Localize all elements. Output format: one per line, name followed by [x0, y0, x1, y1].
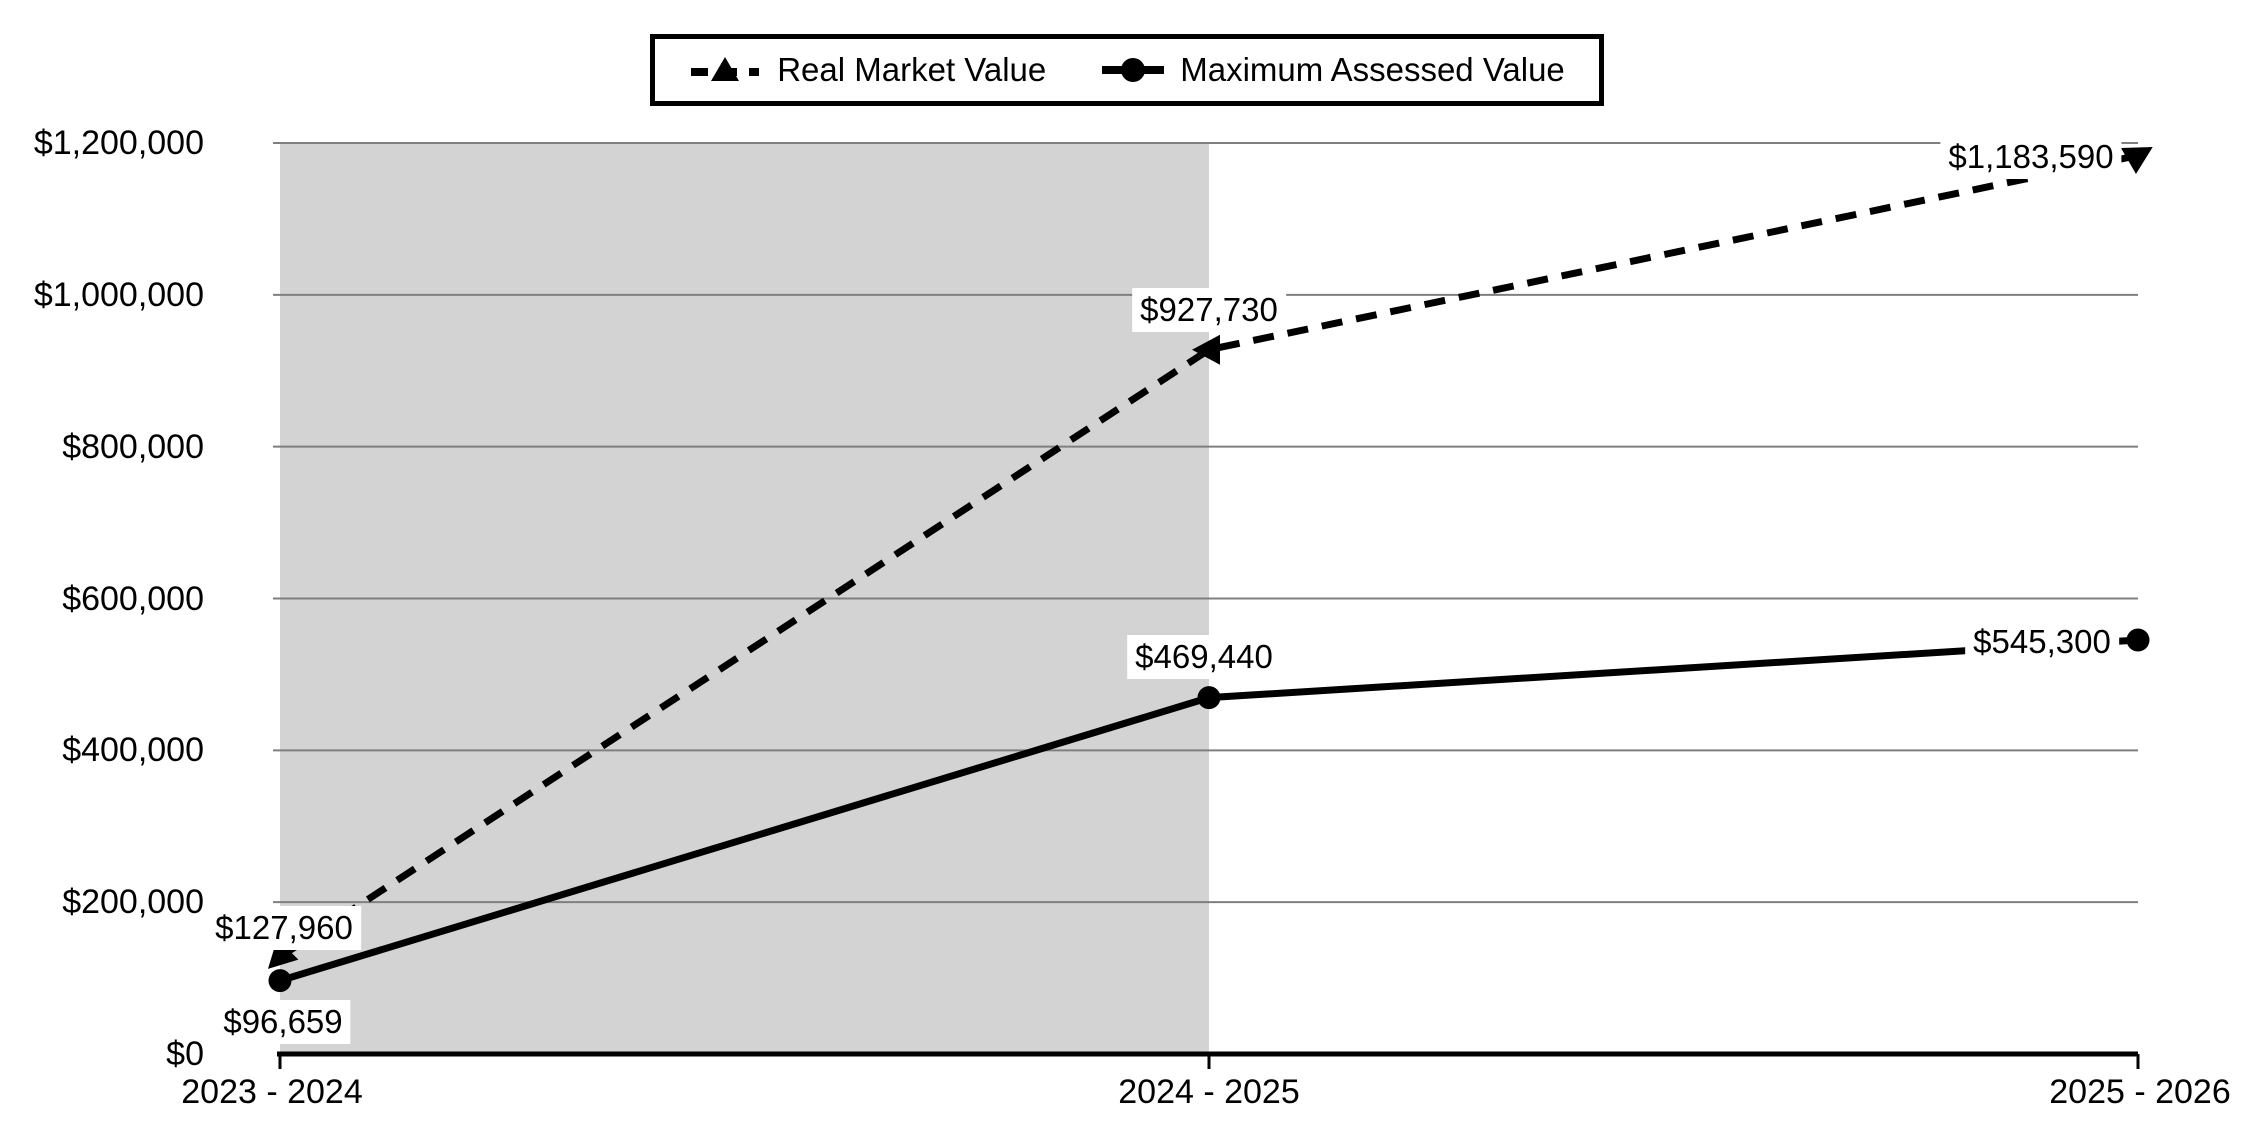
- data-label-rmv-2025: $1,183,590: [1940, 135, 2122, 179]
- y-tick-label-0: $0: [166, 1035, 204, 1073]
- triangle-marker: [1192, 334, 1220, 365]
- y-tick-label-800k: $800,000: [62, 428, 204, 466]
- legend-label-real-market-value: Real Market Value: [777, 51, 1047, 88]
- data-label-mav-2025: $545,300: [1965, 620, 2119, 664]
- y-tick-label-600k: $600,000: [62, 580, 204, 618]
- x-tick-label-2024-2025: 2024 - 2025: [1118, 1073, 1300, 1111]
- legend-label-maximum-assessed-value: Maximum Assessed Value: [1180, 51, 1565, 88]
- series-line-real-market-value: [278, 152, 2139, 960]
- legend-item-real-market-value: Real Market Value: [689, 51, 1046, 89]
- y-tick-label-200k: $200,000: [62, 883, 204, 921]
- data-label-rmv-2023: $127,960: [207, 906, 361, 950]
- x-tick-label-2025-2026: 2025 - 2026: [2049, 1073, 2231, 1111]
- circle-marker: [2126, 628, 2150, 652]
- y-tick-label-1m: $1,000,000: [33, 276, 204, 314]
- solid-line-circle-marker-swatch: [1102, 58, 1165, 82]
- y-tick-label-1-2m: $1,200,000: [33, 124, 204, 162]
- circle-marker: [268, 969, 292, 993]
- circle-marker: [1197, 686, 1221, 710]
- data-label-mav-2024: $469,440: [1127, 635, 1281, 679]
- legend-item-maximum-assessed-value: Maximum Assessed Value: [1102, 51, 1565, 89]
- legend: Real Market Value Maximum Assessed Value: [650, 34, 1604, 106]
- data-label-rmv-2024: $927,730: [1132, 288, 1286, 332]
- triangle-marker: [2120, 146, 2153, 174]
- data-label-mav-2023: $96,659: [215, 1000, 351, 1044]
- dashed-line-triangle-marker-swatch: [691, 57, 760, 81]
- y-tick-label-400k: $400,000: [62, 731, 204, 769]
- x-tick-label-2023-2024: 2023 - 2024: [181, 1073, 363, 1111]
